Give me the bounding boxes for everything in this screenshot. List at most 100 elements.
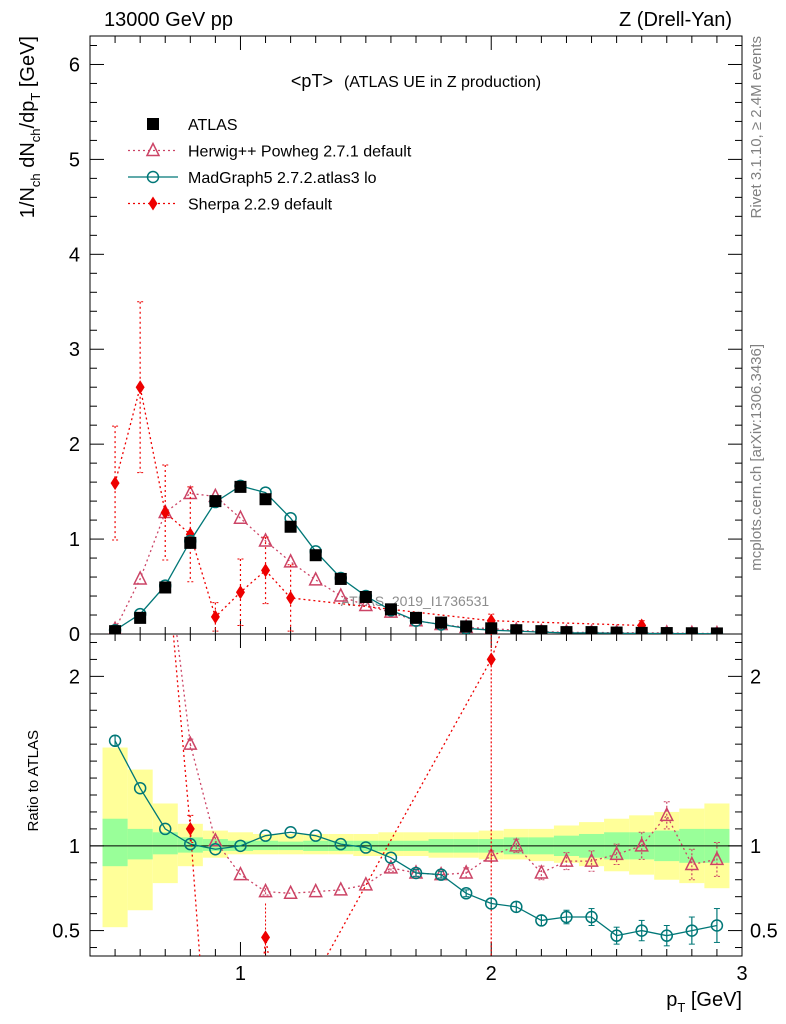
madgraph5-ratio-point [484, 897, 498, 910]
y-tick-label-ratio-left: 2 [69, 666, 80, 688]
band-inner-bin [177, 837, 203, 853]
band-inner-bin [102, 818, 128, 867]
sherpa-ratio-line [325, 634, 501, 956]
madgraph5-ratio-point [685, 924, 699, 937]
sherpa-ratio-line [263, 937, 270, 956]
madgraph5-ratio-point [234, 839, 247, 853]
y-axis-label-ratio: Ratio to ATLAS [25, 730, 42, 831]
herwig-main-point [308, 571, 323, 586]
herwig-main-point [358, 596, 374, 612]
y-tick-label-main: 2 [69, 434, 80, 456]
legend-marker-atlas [147, 118, 159, 130]
atlas-main-point [585, 626, 598, 634]
atlas-main-point [510, 624, 523, 634]
madgraph5-ratio-point [585, 910, 598, 924]
madgraph5-ratio-point [610, 929, 623, 942]
sherpa-main-point [261, 563, 271, 578]
herwig-ratio-point [183, 735, 198, 750]
atlas-main-point [485, 622, 498, 634]
herwig-ratio-point [383, 859, 399, 874]
atlas-main-point [560, 626, 573, 634]
madgraph5-ratio-point [660, 929, 674, 942]
ratio-uncertainty-bands [102, 747, 730, 928]
sherpa-main-point [135, 380, 145, 395]
herwig-ratio-point [609, 845, 624, 861]
atlas-main-point [435, 616, 448, 629]
sherpa-main-point [235, 585, 245, 600]
madgraph5-ratio-point [710, 919, 724, 932]
herwig-ratio-point [208, 832, 223, 847]
atlas-main-point [359, 590, 372, 603]
herwig-ratio-line [176, 634, 718, 894]
y-tick-label-main: 1 [69, 529, 80, 551]
atlas-main-point [410, 611, 422, 624]
y-axis-label-main: 1/Nch dNch/dpT [GeV] [17, 36, 43, 218]
herwig-ratio-point [258, 882, 273, 898]
band-inner-bin [127, 828, 153, 860]
axis-tick-labels: 1 2 3 0 1 2 3 4 5 6 0.5 0.5 1 1 2 2 [52, 54, 778, 985]
sherpa-main-point [160, 505, 170, 520]
herwig-ratio-point [509, 837, 524, 852]
herwig-ratio-point [333, 881, 348, 896]
herwig-ratio-point [709, 850, 725, 866]
madgraph5-ratio-point [384, 851, 398, 864]
atlas-main-point [259, 493, 272, 506]
y-tick-label-main: 4 [69, 244, 80, 266]
herwig-main-point [333, 587, 348, 602]
herwig-main-point [233, 509, 248, 524]
plot-title: <pT> (ATLAS UE in Z production) [291, 71, 541, 91]
herwig-ratio-point [584, 852, 599, 867]
atlas-main-point [134, 611, 147, 624]
herwig-ratio-point [484, 847, 499, 862]
y-tick-label-ratio-right: 1 [750, 836, 761, 858]
legend-marker-madgraph5 [146, 170, 160, 184]
sherpa-main-point [286, 590, 296, 605]
y-tick-label-ratio-right: 0.5 [750, 921, 778, 943]
herwig-ratio-point [684, 855, 700, 871]
herwig-main-point [132, 570, 148, 585]
xlabel-sub: T [677, 1000, 685, 1015]
atlas-main-point [660, 627, 673, 634]
x-axis-label: pT [GeV] [666, 989, 742, 1015]
ylabel-part-1: 1/N [17, 187, 39, 218]
atlas-main-point [384, 603, 397, 616]
atlas-main-point [460, 620, 473, 633]
madgraph5-ratio-point [209, 842, 222, 856]
legend: ATLAS Herwig++ Powheg 2.7.1 default MadGra… [128, 117, 412, 214]
ylabel-sub-2: ch [28, 128, 43, 142]
legend-marker-sherpa [148, 196, 158, 211]
atlas-main-point [284, 520, 297, 533]
atlas-main-point [109, 625, 122, 634]
madgraph5-ratio-point [259, 829, 272, 842]
madgraph5-ratio-point [184, 837, 197, 851]
herwig-ratio-point [634, 837, 649, 852]
madgraph5-ratio-point [510, 900, 523, 914]
ratio-plot-series [108, 634, 725, 956]
madgraph5-ratio-point [334, 837, 348, 851]
x-tick-label: 2 [486, 963, 497, 985]
madgraph5-ratio-point [560, 910, 573, 924]
ylabel-part-3: /dp [17, 101, 39, 129]
y-tick-label-ratio-left: 0.5 [52, 921, 80, 943]
atlas-main-point [234, 480, 247, 493]
madgraph5-ratio-point [459, 887, 473, 900]
herwig-ratio-point [308, 882, 323, 898]
plot-subtitle: (ATLAS UE in Z production) [344, 74, 541, 91]
band-inner-bin [152, 832, 178, 855]
atlas-main-point [685, 627, 698, 634]
y-tick-label-ratio-right: 2 [750, 666, 761, 688]
herwig-ratio-point [458, 864, 474, 879]
madgraph5-ratio-point [284, 826, 297, 839]
herwig-ratio-point [233, 865, 248, 881]
madgraph5-ratio-point [635, 924, 648, 937]
sherpa-ratio-line [172, 634, 201, 956]
atlas-main-point [309, 549, 322, 562]
header-left: 13000 GeV pp [104, 9, 233, 31]
madgraph5-ratio-point [133, 781, 147, 795]
x-tick-label: 3 [736, 963, 747, 985]
header-right: Z (Drell-Yan) [619, 9, 732, 31]
sherpa-ratio-point [185, 821, 195, 836]
atlas-main-point [610, 626, 623, 634]
xlabel-base: p [666, 989, 677, 1011]
herwig-ratio-point [358, 876, 374, 891]
